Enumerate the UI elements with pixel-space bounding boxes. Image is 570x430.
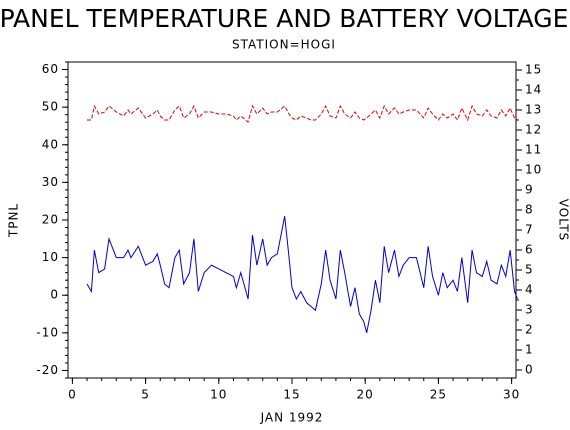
x-axis-label: JAN 1992 <box>260 411 324 425</box>
y2-tick-label: 11 <box>525 143 542 157</box>
y-tick-label: 50 <box>42 100 59 114</box>
x-tick-label: 15 <box>283 388 300 402</box>
x-tick-label: 20 <box>357 388 374 402</box>
plot-frame <box>67 61 517 379</box>
chart-title: PANEL TEMPERATURE AND BATTERY VOLTAGE <box>0 4 568 33</box>
y-tick-label: 20 <box>42 213 59 227</box>
y-tick-label: 60 <box>42 62 59 76</box>
y2-tick-label: 3 <box>525 303 534 317</box>
y-tick-label: 30 <box>42 175 59 189</box>
y2-tick-label: 2 <box>525 323 534 337</box>
x-tick-label: 10 <box>210 388 227 402</box>
x-tick-label: 30 <box>503 388 520 402</box>
y-tick-label: 10 <box>42 250 59 264</box>
y2-tick-label: 7 <box>525 223 534 237</box>
y2-tick-label: 10 <box>525 163 542 177</box>
y-tick-label: -20 <box>36 363 59 377</box>
y-tick-label: 0 <box>50 288 59 302</box>
y2-tick-label: 4 <box>525 283 534 297</box>
data-line <box>86 216 518 333</box>
y2-tick-label: 14 <box>525 83 542 97</box>
y2-tick-label: 9 <box>525 183 534 197</box>
y2-tick-label: 8 <box>525 203 534 217</box>
x-tick-label: 5 <box>141 388 150 402</box>
x-tick-label: 0 <box>68 388 77 402</box>
y-axis-label: TPNL <box>7 203 21 238</box>
y2-tick-label: 13 <box>525 103 542 117</box>
data-line <box>87 104 518 123</box>
y2-tick-label: 15 <box>525 63 542 77</box>
y-tick-label: 40 <box>42 137 59 151</box>
y2-axis-label: VOLTS <box>557 199 570 241</box>
y-tick-label: -10 <box>36 325 59 339</box>
y2-tick-label: 12 <box>525 123 542 137</box>
chart-subtitle: STATION=HOGI <box>232 38 336 52</box>
y2-tick-label: 0 <box>525 363 534 377</box>
x-tick-label: 25 <box>430 388 447 402</box>
y2-tick-label: 6 <box>525 243 534 257</box>
y2-tick-label: 1 <box>525 343 534 357</box>
y2-tick-label: 5 <box>525 263 534 277</box>
